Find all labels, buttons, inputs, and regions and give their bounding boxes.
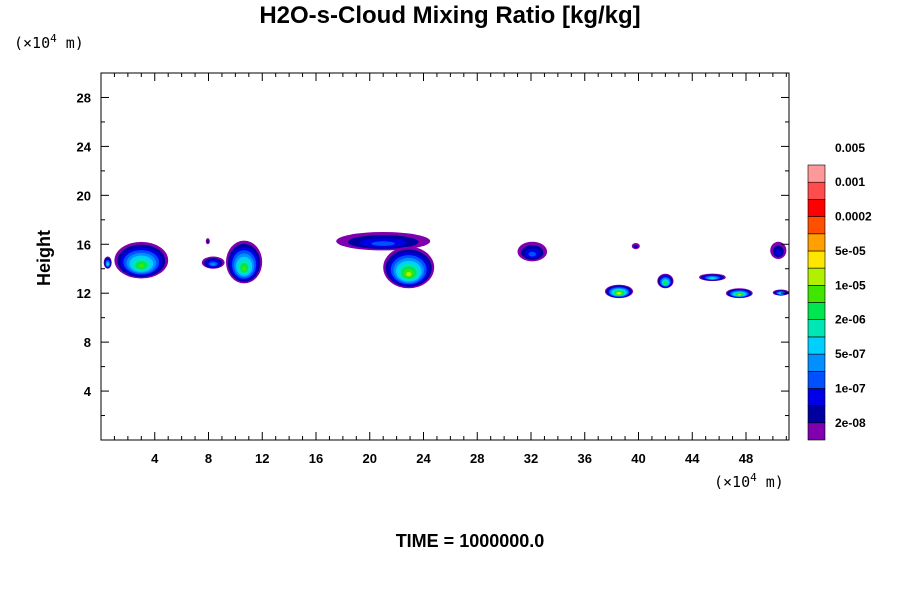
cloud-patch [604,284,634,299]
colorbar-swatch [807,405,826,424]
cloud-contour-level [633,245,638,249]
y-tick-label: 28 [77,90,91,105]
x-tick-label: 40 [631,451,645,466]
colorbar-swatch [807,422,826,441]
y-tick-label: 20 [77,188,91,203]
cloud-contour-level [206,240,209,244]
cloud-patch [226,240,263,284]
cloud-patch [103,256,112,269]
colorbar-label: 2e-08 [835,416,866,430]
x-tick-label: 20 [363,451,377,466]
cloud-contour-level [738,293,741,296]
colorbar-swatch [807,267,826,286]
y-tick-label: 4 [84,384,92,399]
cloud-contour-level [242,266,247,272]
cloud-patch [336,232,431,251]
y-tick-label: 8 [84,335,91,350]
y-tick-label: 12 [77,286,91,301]
colorbar-label: 1e-05 [835,278,866,292]
colorbar-label: 5e-07 [835,347,866,361]
colorbar: 2e-08 1e-07 5e-07 2e-06 1e-05 5e-05 0.0002 0.00… [807,141,872,441]
colorbar-label: 0.0002 [835,210,872,224]
y-tick-label: 16 [77,237,91,252]
cloud-patch [770,241,787,259]
plot-frame [100,72,790,441]
cloud-contour-level [528,251,536,257]
colorbar-swatch [807,181,826,200]
y-axis-unit: (×104 m) [14,32,84,52]
colorbar-label: 0.005 [835,141,865,155]
colorbar-swatch [807,353,826,372]
x-tick-label: 36 [578,451,592,466]
x-tick-label: 44 [685,451,700,466]
x-tick-label: 8 [205,451,212,466]
colorbar-swatch [807,319,826,338]
colorbar-swatch [807,250,826,269]
colorbar-swatch [807,284,826,303]
cloud-contour-level [775,249,781,256]
x-tick-label: 48 [739,451,753,466]
cloud-patch [517,241,548,262]
cloud-patch [383,246,435,289]
cloud-contour-level [371,241,396,246]
cloud-contour-level [106,263,109,266]
colorbar-swatch [807,216,826,235]
x-tick-label: 24 [416,451,431,466]
x-tick-label: 28 [470,451,484,466]
x-axis-unit: (×104 m) [714,471,784,491]
cloud-patch [114,241,169,279]
colorbar-swatch [807,164,826,183]
colorbar-swatch [807,199,826,217]
cloud-contour-level [710,277,715,280]
cloud-contour-level [210,263,216,266]
colorbar-swatch [807,388,826,406]
cloud-contours [103,232,789,299]
cloud-patch [699,273,726,281]
x-tick-label: 4 [151,451,159,466]
cloud-patch [201,256,225,269]
chart-title: H2O-s-Cloud Mixing Ratio [kg/kg] [259,2,641,29]
cloud-contour-level [138,263,145,268]
cloud-patch [725,288,753,299]
colorbar-label: 0.001 [835,175,865,189]
colorbar-swatch [807,336,826,355]
cloud-contour-level [664,282,667,285]
y-axis-label: Height [34,230,54,286]
colorbar-swatch [807,233,826,252]
colorbar-swatch [807,302,826,321]
cloud-patch [631,243,640,250]
colorbar-label: 1e-07 [835,381,866,395]
y-tick-label: 24 [77,139,92,154]
colorbar-label: 5e-05 [835,244,866,258]
colorbar-swatch [807,370,826,389]
x-tick-label: 16 [309,451,323,466]
cloud-patch [205,238,210,245]
cloud-contour-level [406,272,412,277]
colorbar-label: 2e-06 [835,313,866,327]
cloud-contour-level [617,292,621,295]
time-label: TIME = 1000000.0 [395,531,545,551]
cloud-patch [772,289,789,296]
cloud-patch [657,273,674,289]
x-tick-label: 12 [255,451,269,466]
x-tick-label: 32 [524,451,538,466]
